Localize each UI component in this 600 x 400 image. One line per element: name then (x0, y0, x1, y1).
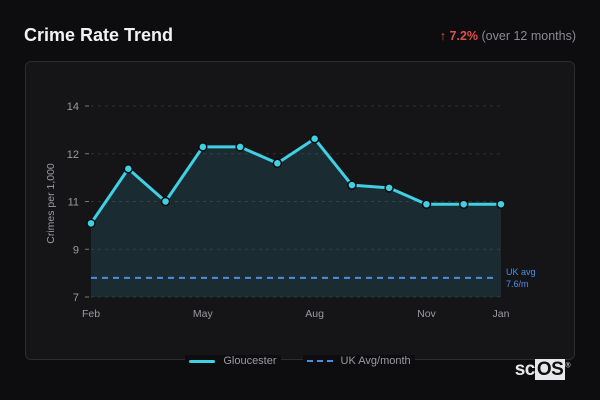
data-point (309, 133, 320, 144)
data-point (272, 158, 283, 169)
legend-swatch-solid (189, 359, 216, 363)
data-point (160, 196, 171, 207)
x-tick-label: Aug (305, 308, 324, 320)
change-value: 7.2% (449, 29, 479, 43)
uk-avg-value: 7.6/m (506, 279, 529, 289)
y-tick-label: 11 (68, 197, 79, 209)
x-tick-label: Jan (493, 308, 510, 320)
legend-label: Gloucester (223, 355, 277, 367)
change-summary: ↑ 7.2% (over 12 months) (440, 29, 576, 43)
x-tick-label: Feb (82, 308, 100, 320)
y-tick-label: 12 (67, 149, 79, 161)
page-title: Crime Rate Trend (24, 25, 174, 45)
series-area (91, 138, 501, 297)
chart-legend: Gloucester UK Avg/month (0, 355, 600, 367)
data-point (198, 142, 208, 152)
data-point (384, 183, 394, 193)
data-point (458, 199, 469, 209)
data-point (347, 180, 357, 190)
data-point (235, 142, 245, 152)
scos-logo: sc OS ® (514, 359, 570, 380)
legend-item-gloucester[interactable]: Gloucester (185, 355, 281, 367)
y-tick-label: 14 (67, 101, 79, 113)
data-point (123, 164, 134, 174)
change-period: (over 12 months) (481, 29, 576, 43)
uk-avg-label: UK avg (506, 267, 536, 277)
legend-label: UK Avg/month (340, 355, 411, 367)
chart-card (25, 61, 575, 360)
y-tick-label: 9 (73, 244, 79, 256)
y-tick-label: 7 (73, 292, 79, 304)
series-line-gloucester (89, 137, 501, 225)
data-point (496, 199, 506, 209)
legend-swatch-dashed (306, 360, 333, 362)
up-arrow-icon: ↑ (439, 29, 447, 43)
data-point (86, 218, 96, 229)
x-tick-label: May (193, 308, 214, 320)
y-axis-label: Crimes per 1,000 (45, 163, 57, 244)
data-point (421, 199, 432, 209)
legend-item-uk-avg[interactable]: UK Avg/month (302, 355, 415, 367)
x-tick-label: Nov (417, 308, 436, 320)
